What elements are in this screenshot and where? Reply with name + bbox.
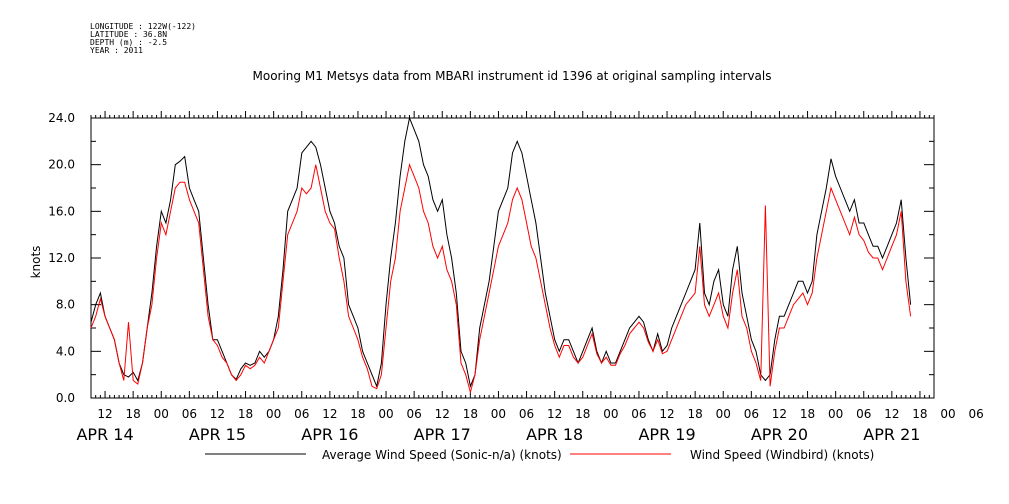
y-tick-label: 8.0: [56, 298, 75, 312]
x-tick-label-hour: 18: [800, 407, 815, 421]
x-tick-label-hour: 12: [772, 407, 787, 421]
x-tick-label-date: APR 20: [751, 425, 808, 444]
x-tick-label-date: APR 17: [414, 425, 471, 444]
y-tick-label: 16.0: [48, 204, 75, 218]
x-tick-label-hour: 18: [912, 407, 927, 421]
x-tick-label-hour: 12: [435, 407, 450, 421]
x-tick-label-hour: 00: [716, 407, 731, 421]
x-tick-label-hour: 06: [856, 407, 871, 421]
x-tick-label-hour: 00: [828, 407, 843, 421]
series-line-windbird-wind-speed: [90, 162, 912, 395]
x-tick-label-date: APR 18: [526, 425, 583, 444]
x-tick-label-hour: 06: [182, 407, 197, 421]
plot-frame: [90, 117, 935, 399]
meta-year: YEAR : 2011: [90, 46, 143, 55]
x-tick-label-hour: 12: [884, 407, 899, 421]
y-tick-label: 4.0: [56, 344, 75, 358]
x-tick-label-hour: 06: [631, 407, 646, 421]
chart-title: Mooring M1 Metsys data from MBARI instru…: [253, 69, 772, 83]
meta-longitude: LONGITUDE : 122W(-122): [90, 22, 196, 31]
x-tick-label-hour: 00: [378, 407, 393, 421]
meta-latitude: LATITUDE : 36.8N: [90, 30, 168, 39]
series-lines: [90, 116, 912, 395]
x-tick-label-hour: 18: [238, 407, 253, 421]
x-tick-label-hour: 06: [407, 407, 422, 421]
x-tick-label-date: APR 14: [76, 425, 133, 444]
x-tick-label-hour: 18: [575, 407, 590, 421]
x-tick-label-date: APR 16: [301, 425, 358, 444]
x-tick-label-hour: 00: [266, 407, 281, 421]
x-tick-label-hour: 12: [97, 407, 112, 421]
x-tick-label-hour: 18: [688, 407, 703, 421]
x-tick-label-hour: 18: [350, 407, 365, 421]
x-tick-label-date: APR 21: [863, 425, 920, 444]
x-tick-label-hour: 12: [322, 407, 337, 421]
x-tick-label-hour: 00: [940, 407, 955, 421]
x-tick-label-hour: 06: [294, 407, 309, 421]
legend-label-average-wind-speed: Average Wind Speed (Sonic-n/a) (knots): [322, 448, 562, 462]
legend: Average Wind Speed (Sonic-n/a) (knots) Wi…: [205, 448, 874, 462]
x-tick-label-hour: 12: [547, 407, 562, 421]
y-tick-label: 0.0: [56, 391, 75, 405]
meta-depth: DEPTH (m) : -2.5: [90, 38, 168, 47]
x-tick-label-hour: 18: [126, 407, 141, 421]
y-axis-label: knots: [29, 246, 43, 279]
series-line-average-wind-speed: [90, 116, 912, 389]
x-tick-label-hour: 06: [969, 407, 984, 421]
x-tick-label-hour: 18: [463, 407, 478, 421]
x-tick-labels: 12 18 00 06 12 18 00 06 12 18 00 06 12 18 00 06 12 18 00 06…: [76, 407, 983, 444]
x-tick-label-hour: 06: [519, 407, 534, 421]
x-tick-label-hour: 00: [154, 407, 169, 421]
x-tick-label-date: APR 19: [638, 425, 695, 444]
x-tick-label-hour: 12: [210, 407, 225, 421]
axis-ticks: [90, 111, 935, 399]
y-tick-label: 24.0: [48, 111, 75, 125]
x-tick-label-date: APR 15: [189, 425, 246, 444]
x-tick-label-hour: 00: [603, 407, 618, 421]
x-tick-label-hour: 12: [659, 407, 674, 421]
y-tick-labels: 0.0 4.0 8.0 12.0 16.0 20.0 24.0: [48, 111, 75, 405]
y-tick-label: 20.0: [48, 158, 75, 172]
x-tick-label-hour: 06: [744, 407, 759, 421]
legend-label-windbird-wind-speed: Wind Speed (Windbird) (knots): [690, 448, 874, 462]
y-tick-label: 12.0: [48, 251, 75, 265]
x-tick-label-hour: 00: [491, 407, 506, 421]
